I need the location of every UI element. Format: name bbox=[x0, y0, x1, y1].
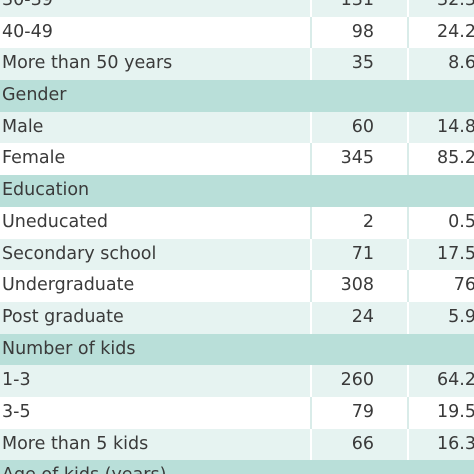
row-count: 260 bbox=[340, 370, 374, 391]
section-label: Age of kids (years) bbox=[2, 460, 166, 474]
column-divider bbox=[310, 48, 312, 81]
row-count: 35 bbox=[351, 53, 374, 74]
section-label: Number of kids bbox=[2, 338, 136, 359]
table-row: Uneducated 2 0.5 bbox=[0, 206, 474, 239]
table-row: Post graduate 24 5.9 bbox=[0, 301, 474, 334]
row-count: 60 bbox=[351, 116, 374, 137]
row-label: 3-5 bbox=[2, 401, 31, 422]
column-divider bbox=[407, 111, 409, 144]
row-label: Uneducated bbox=[2, 211, 108, 232]
column-divider bbox=[407, 270, 409, 302]
row-label: Secondary school bbox=[2, 243, 157, 264]
row-label: Female bbox=[2, 148, 66, 169]
column-divider bbox=[407, 396, 409, 429]
table-row: Female 345 85.2 bbox=[0, 143, 474, 176]
row-percent: 76 bbox=[453, 275, 474, 296]
row-count: 24 bbox=[351, 306, 374, 327]
row-label: 30-39 bbox=[2, 0, 53, 10]
row-label: More than 50 years bbox=[2, 53, 173, 74]
row-count: 131 bbox=[340, 0, 374, 10]
table-row: 1-3 260 64.2 bbox=[0, 365, 474, 397]
row-percent: 8.6 bbox=[448, 53, 474, 74]
column-divider bbox=[310, 206, 312, 239]
row-percent: 19.5 bbox=[437, 401, 474, 422]
column-divider bbox=[310, 143, 312, 176]
table-row: Male 60 14.8 bbox=[0, 111, 474, 144]
column-divider bbox=[310, 396, 312, 429]
column-divider bbox=[310, 0, 312, 17]
section-label: Education bbox=[2, 180, 90, 201]
column-divider bbox=[407, 301, 409, 334]
section-header-row: Gender bbox=[0, 80, 474, 112]
row-label: Post graduate bbox=[2, 306, 124, 327]
row-label: More than 5 kids bbox=[2, 433, 149, 454]
row-count: 66 bbox=[351, 433, 374, 454]
table-row: More than 50 years 35 8.6 bbox=[0, 48, 474, 81]
section-header-row: Number of kids bbox=[0, 333, 474, 366]
row-label: Male bbox=[2, 116, 44, 137]
row-percent: 17.5 bbox=[437, 243, 474, 264]
column-divider bbox=[310, 16, 312, 49]
row-percent: 24.2 bbox=[437, 21, 474, 42]
row-label: Undergraduate bbox=[2, 275, 135, 296]
column-divider bbox=[407, 143, 409, 176]
row-count: 71 bbox=[351, 243, 374, 264]
column-divider bbox=[407, 206, 409, 239]
row-percent: 85.2 bbox=[437, 148, 474, 169]
table-row: 30-39 131 32.3 bbox=[0, 0, 474, 17]
row-percent: 5.9 bbox=[448, 306, 474, 327]
row-count: 98 bbox=[351, 21, 374, 42]
row-percent: 32.3 bbox=[437, 0, 474, 10]
table-row: 3-5 79 19.5 bbox=[0, 396, 474, 429]
column-divider bbox=[407, 428, 409, 461]
column-divider bbox=[310, 365, 312, 397]
row-count: 345 bbox=[340, 148, 374, 169]
column-divider bbox=[310, 111, 312, 144]
row-count: 2 bbox=[362, 211, 374, 232]
column-divider bbox=[407, 238, 409, 271]
table-row: More than 5 kids 66 16.3 bbox=[0, 428, 474, 461]
column-divider bbox=[407, 365, 409, 397]
row-percent: 64.2 bbox=[437, 370, 474, 391]
section-label: Gender bbox=[2, 85, 67, 106]
table-row: Undergraduate 308 76 bbox=[0, 270, 474, 302]
column-divider bbox=[310, 428, 312, 461]
column-divider bbox=[310, 301, 312, 334]
column-divider bbox=[310, 270, 312, 302]
column-divider bbox=[407, 0, 409, 17]
row-percent: 16.3 bbox=[437, 433, 474, 454]
row-count: 308 bbox=[340, 275, 374, 296]
table-row: Secondary school 71 17.5 bbox=[0, 238, 474, 271]
column-divider bbox=[407, 16, 409, 49]
section-header-row: Education bbox=[0, 175, 474, 207]
row-percent: 14.8 bbox=[437, 116, 474, 137]
row-percent: 0.5 bbox=[448, 211, 474, 232]
row-label: 40-49 bbox=[2, 21, 53, 42]
row-label: 1-3 bbox=[2, 370, 31, 391]
section-header-row: Age of kids (years) bbox=[0, 460, 474, 474]
row-count: 79 bbox=[351, 401, 374, 422]
column-divider bbox=[407, 48, 409, 81]
column-divider bbox=[310, 238, 312, 271]
table-row: 40-49 98 24.2 bbox=[0, 16, 474, 49]
